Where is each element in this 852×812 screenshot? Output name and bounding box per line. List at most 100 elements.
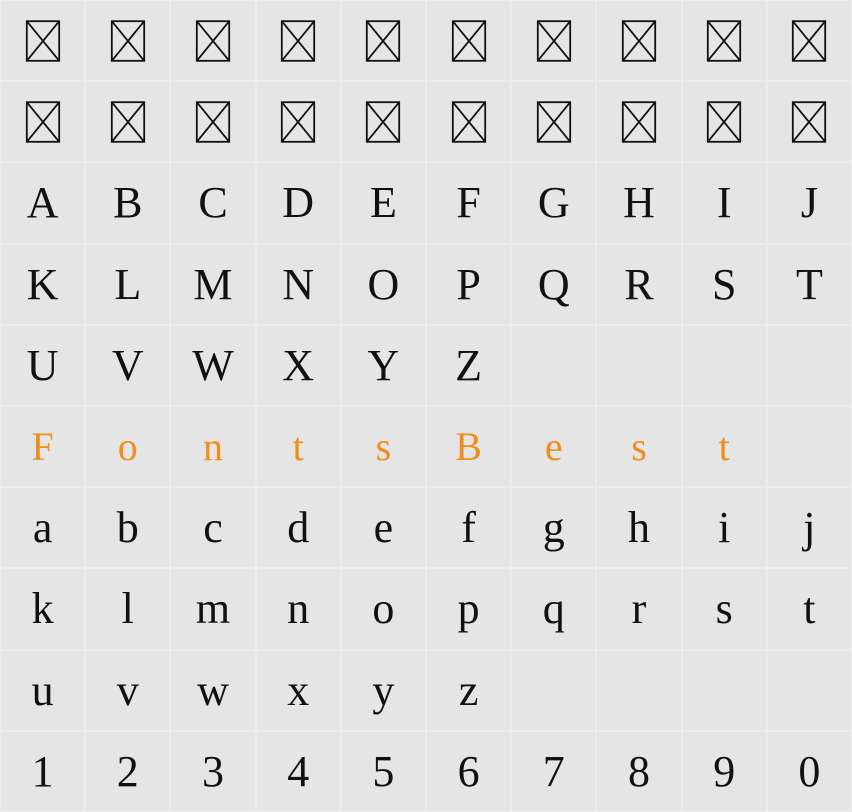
missing-glyph-icon <box>706 100 742 144</box>
glyph-cell: 4 <box>256 731 341 812</box>
glyph-cell: C <box>170 162 255 243</box>
glyph-cell: O <box>341 244 426 325</box>
glyph-cell: a <box>0 487 85 568</box>
glyph-cell: v <box>85 650 170 731</box>
glyph-cell: M <box>170 244 255 325</box>
glyph-cell: j <box>767 487 852 568</box>
glyph-char: e <box>374 502 394 553</box>
missing-glyph-icon <box>25 19 61 63</box>
missing-glyph-icon <box>791 100 827 144</box>
glyph-char: c <box>203 502 223 553</box>
missing-glyph-cell <box>596 81 681 162</box>
glyph-char: W <box>192 340 234 391</box>
glyph-cell <box>682 325 767 406</box>
glyph-char: T <box>796 259 823 310</box>
glyph-cell: c <box>170 487 255 568</box>
glyph-cell: F <box>426 162 511 243</box>
glyph-char: b <box>117 502 139 553</box>
glyph-char: Z <box>455 340 482 391</box>
missing-glyph-icon <box>195 19 231 63</box>
glyph-cell: b <box>85 487 170 568</box>
missing-glyph-icon <box>25 100 61 144</box>
glyph-char: s <box>716 583 733 634</box>
glyph-cell: u <box>0 650 85 731</box>
glyph-char: s <box>376 423 392 470</box>
glyph-cell: K <box>0 244 85 325</box>
glyph-cell: g <box>511 487 596 568</box>
missing-glyph-cell <box>341 81 426 162</box>
missing-glyph-cell <box>256 0 341 81</box>
missing-glyph-cell <box>426 0 511 81</box>
glyph-cell: d <box>256 487 341 568</box>
glyph-char: t <box>719 423 730 470</box>
glyph-cell <box>511 325 596 406</box>
glyph-cell: q <box>511 568 596 649</box>
glyph-char: 6 <box>458 746 480 797</box>
accent-glyph-cell: s <box>596 406 681 487</box>
glyph-cell: r <box>596 568 681 649</box>
glyph-char: R <box>624 259 653 310</box>
glyph-char: N <box>282 259 314 310</box>
glyph-cell: 8 <box>596 731 681 812</box>
missing-glyph-cell <box>170 81 255 162</box>
glyph-char: X <box>282 340 314 391</box>
glyph-char: M <box>193 259 232 310</box>
glyph-cell: A <box>0 162 85 243</box>
glyph-cell: p <box>426 568 511 649</box>
glyph-cell: s <box>682 568 767 649</box>
missing-glyph-cell <box>0 81 85 162</box>
missing-glyph-cell <box>682 81 767 162</box>
glyph-cell: S <box>682 244 767 325</box>
missing-glyph-icon <box>621 100 657 144</box>
missing-glyph-icon <box>110 100 146 144</box>
glyph-cell <box>596 650 681 731</box>
glyph-cell: z <box>426 650 511 731</box>
glyph-char: o <box>118 423 138 470</box>
glyph-char: g <box>543 502 565 553</box>
glyph-cell: 5 <box>341 731 426 812</box>
missing-glyph-cell <box>596 0 681 81</box>
glyph-cell: t <box>767 568 852 649</box>
glyph-char: 4 <box>287 746 309 797</box>
glyph-cell: X <box>256 325 341 406</box>
missing-glyph-icon <box>536 19 572 63</box>
glyph-cell: x <box>256 650 341 731</box>
glyph-char: 7 <box>543 746 565 797</box>
glyph-cell: 1 <box>0 731 85 812</box>
glyph-cell: Z <box>426 325 511 406</box>
glyph-cell: D <box>256 162 341 243</box>
accent-glyph-cell <box>767 406 852 487</box>
missing-glyph-cell <box>85 81 170 162</box>
glyph-char: d <box>287 502 309 553</box>
missing-glyph-cell <box>170 0 255 81</box>
missing-glyph-icon <box>791 19 827 63</box>
glyph-cell: k <box>0 568 85 649</box>
glyph-cell <box>682 650 767 731</box>
glyph-char: v <box>117 665 139 716</box>
glyph-cell: N <box>256 244 341 325</box>
glyph-cell: G <box>511 162 596 243</box>
glyph-cell: U <box>0 325 85 406</box>
glyph-cell: h <box>596 487 681 568</box>
missing-glyph-icon <box>451 100 487 144</box>
missing-glyph-cell <box>0 0 85 81</box>
glyph-char: o <box>372 583 394 634</box>
glyph-cell: 9 <box>682 731 767 812</box>
glyph-char: n <box>203 423 223 470</box>
glyph-char: s <box>631 423 647 470</box>
accent-glyph-cell: F <box>0 406 85 487</box>
missing-glyph-icon <box>280 100 316 144</box>
glyph-char: Y <box>368 340 400 391</box>
glyph-char: C <box>198 177 227 228</box>
missing-glyph-icon <box>706 19 742 63</box>
missing-glyph-cell <box>426 81 511 162</box>
glyph-cell: P <box>426 244 511 325</box>
glyph-char: H <box>623 177 655 228</box>
glyph-char: G <box>538 177 570 228</box>
glyph-cell: E <box>341 162 426 243</box>
missing-glyph-cell <box>767 0 852 81</box>
glyph-char: l <box>122 583 134 634</box>
glyph-cell: o <box>341 568 426 649</box>
glyph-char: z <box>459 665 479 716</box>
glyph-cell <box>767 325 852 406</box>
